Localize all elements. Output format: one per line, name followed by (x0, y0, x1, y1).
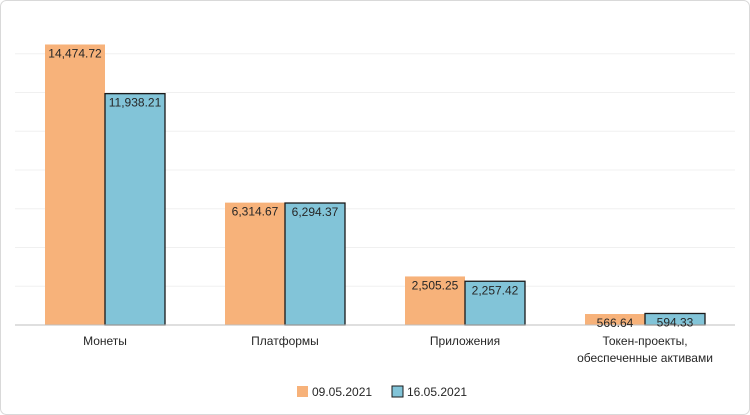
category-labels-group: Монеты Платформы Приложения Токен-проекты, о… (83, 334, 713, 365)
bar-s1-0 (45, 44, 105, 326)
legend-swatch (297, 386, 308, 397)
value-label: 2,257.42 (472, 283, 519, 297)
value-label: 2,505.25 (412, 278, 459, 292)
bars-group (45, 44, 706, 326)
bar-s1-1 (225, 202, 285, 325)
bar-s2-1 (284, 202, 346, 326)
value-label: 14,474.72 (48, 46, 102, 60)
bar-s1-2 (405, 276, 465, 325)
legend-label: 09.05.2021 (312, 385, 372, 399)
value-label: 594.33 (657, 315, 694, 329)
category-label: Приложения (430, 334, 500, 348)
bar-s2-0 (104, 92, 166, 326)
value-label: 6,294.37 (292, 205, 339, 219)
value-label: 11,938.21 (109, 96, 162, 110)
bar-s1-3 (585, 314, 645, 325)
legend-swatch (391, 385, 404, 398)
category-label: Монеты (83, 334, 127, 348)
legend-label: 16.05.2021 (407, 385, 467, 399)
value-label: 566.64 (597, 316, 634, 330)
bar-s2-2 (464, 280, 526, 326)
category-label: Токен-проекты, (602, 334, 687, 348)
value-labels-group: 14,474.72 11,938.21 6,314.67 6,294.37 2,505.… (48, 46, 693, 330)
value-label: 6,314.67 (232, 205, 279, 219)
category-label: обеспеченные активами (577, 351, 713, 365)
category-label: Платформы (251, 334, 319, 348)
legend: 09.05.2021 16.05.2021 (297, 385, 467, 399)
